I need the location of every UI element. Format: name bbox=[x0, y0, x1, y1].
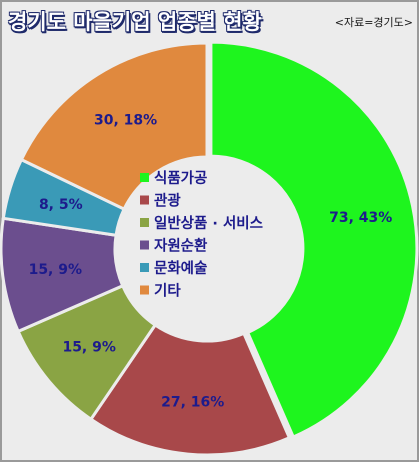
chart-title: 경기도 마을기업 업종별 현황 bbox=[8, 10, 262, 34]
legend-swatch-5 bbox=[140, 285, 149, 295]
legend-swatch-3 bbox=[140, 240, 149, 250]
slice-0 bbox=[209, 40, 419, 439]
data-label-4: 8, 5% bbox=[39, 197, 83, 213]
legend-swatch-4 bbox=[140, 263, 149, 272]
legend-label-2: 일반상품 · 서비스 bbox=[154, 215, 263, 232]
legend-swatch-2 bbox=[140, 218, 149, 227]
source-note: <자료=경기도> bbox=[334, 16, 413, 29]
legend-swatch-1 bbox=[140, 195, 149, 205]
legend-label-3: 자원순환 bbox=[154, 237, 208, 255]
legend-label-1: 관광 bbox=[154, 192, 181, 210]
data-label-3: 15, 9% bbox=[29, 262, 82, 278]
slice-1 bbox=[88, 322, 292, 457]
legend-label-5: 기타 bbox=[154, 283, 181, 300]
data-label-1: 27, 16% bbox=[161, 394, 224, 410]
legend-label-0: 식품가공 bbox=[154, 170, 207, 187]
data-label-0: 73, 43% bbox=[329, 210, 392, 226]
data-label-2: 15, 9% bbox=[62, 340, 115, 356]
legend-swatch-0 bbox=[140, 173, 149, 182]
legend-label-4: 문화예술 bbox=[154, 260, 207, 277]
data-label-5: 30, 18% bbox=[94, 112, 157, 128]
